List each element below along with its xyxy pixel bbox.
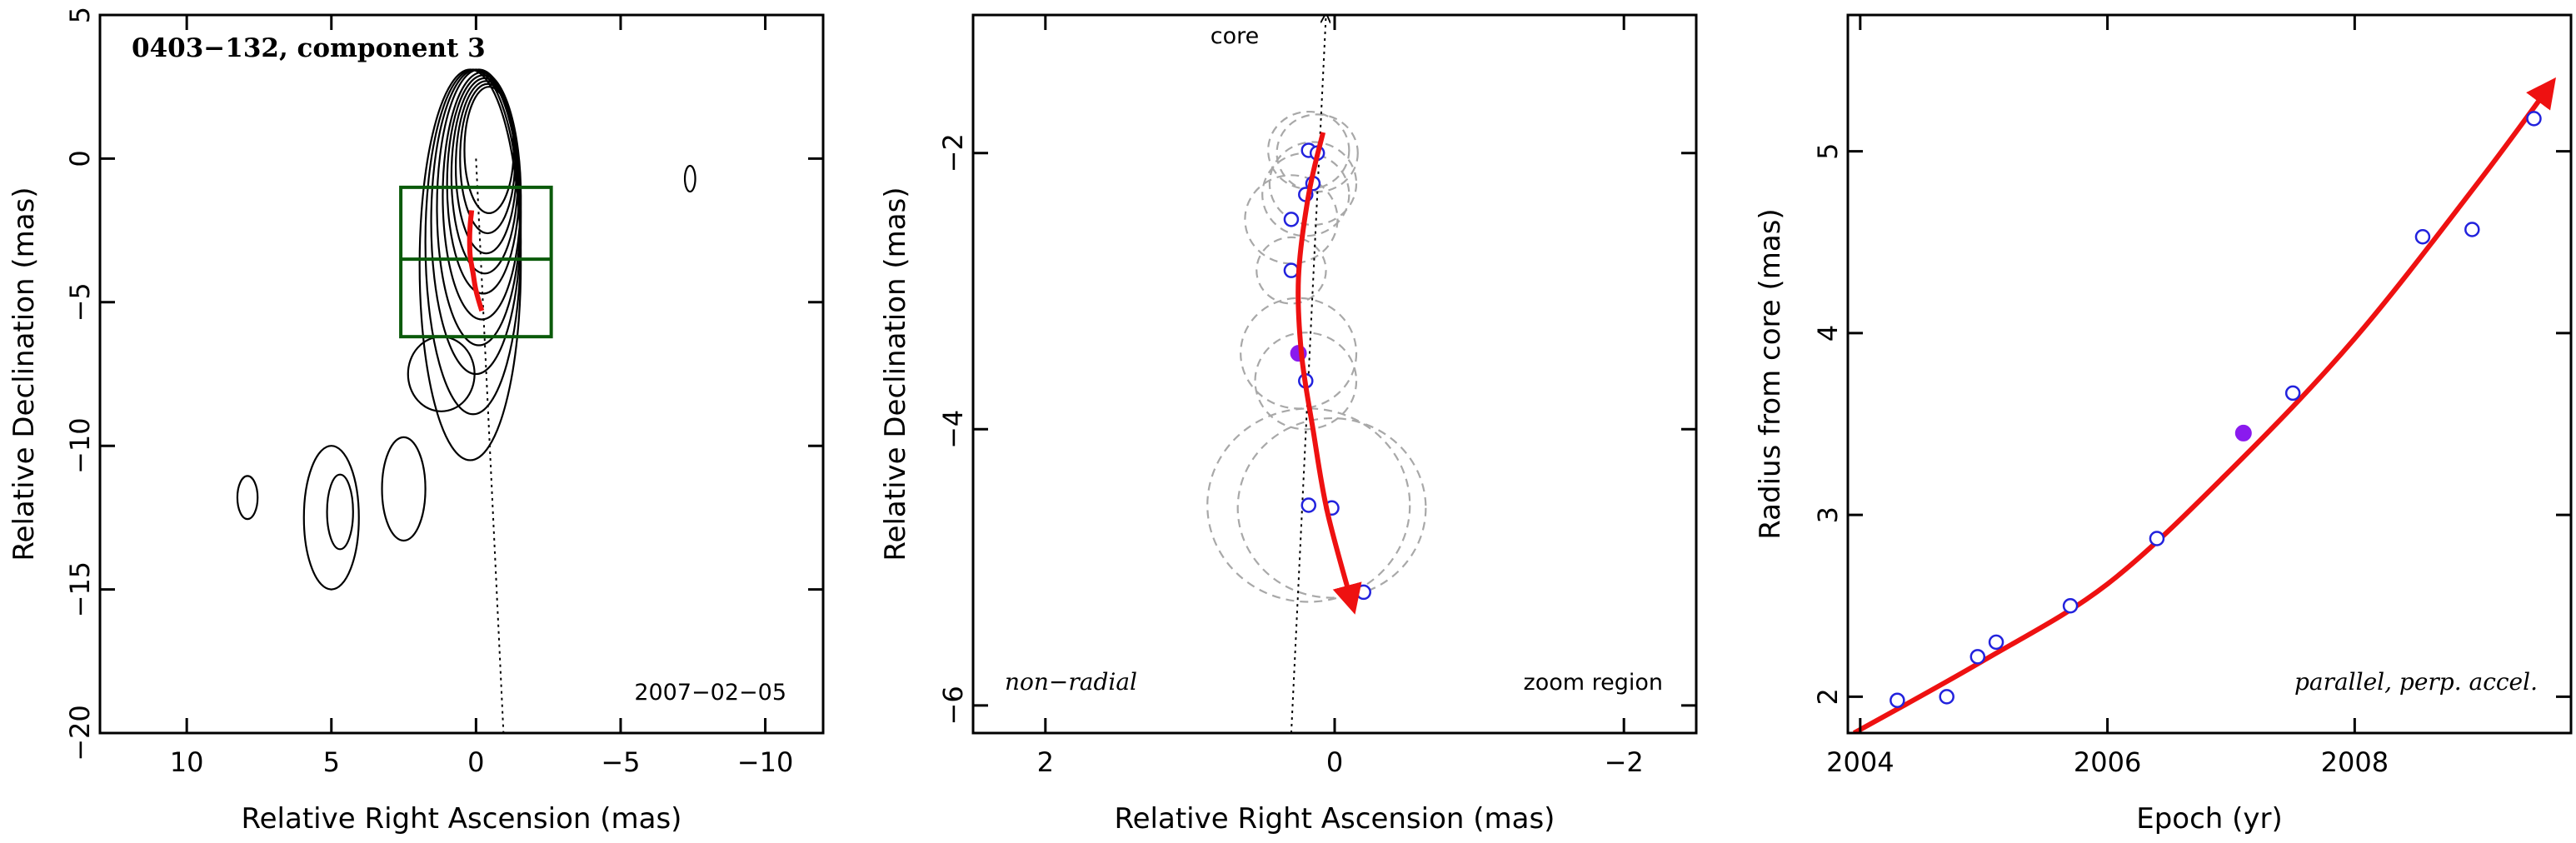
error-circle — [1236, 417, 1427, 599]
panel1-ylabel: Relative Declination (mas) — [7, 187, 41, 561]
panel1-ytick-label: 5 — [64, 7, 96, 23]
radius-point — [1988, 634, 2004, 651]
panel2-xlabel: Relative Right Ascension (mas) — [1115, 802, 1555, 836]
core-label: core — [1211, 23, 1259, 49]
panel1-xtick-label: −5 — [601, 746, 640, 778]
panel1-xtick-label: 10 — [170, 746, 204, 778]
radius-point — [1939, 689, 1954, 705]
radius-point — [2414, 228, 2431, 245]
zoom-box — [399, 185, 553, 339]
panel3-ytick-label: 2 — [1812, 688, 1844, 705]
position-points — [1283, 142, 1371, 601]
panel2-ytick-label: −4 — [937, 410, 969, 449]
contour — [381, 436, 427, 542]
panel1-ytick-label: 0 — [64, 150, 96, 167]
panel1-ytick-label: −15 — [64, 561, 96, 618]
contour — [302, 445, 360, 591]
error-circle — [1256, 236, 1327, 305]
panel2-xtick-label: 2 — [1037, 746, 1054, 778]
position-point — [1283, 262, 1300, 278]
radius-point — [1890, 692, 1905, 708]
panel3-xtick-label: 2004 — [1826, 746, 1894, 778]
annotation-zoom-region: zoom region — [1524, 670, 1663, 696]
panel3-ytick-label: 3 — [1812, 506, 1844, 523]
radius-point — [2062, 597, 2079, 614]
panel3-plot-content — [1852, 77, 2556, 733]
panel3-xlabel: Epoch (yr) — [2136, 802, 2283, 836]
contour — [683, 164, 696, 193]
panel2-ylabel: Relative Declination (mas) — [879, 187, 912, 561]
error-circle — [1268, 141, 1358, 227]
panel-zoom: 2 0 −2 −2 −4 −6 core non−radial zoom region R… — [879, 13, 1698, 836]
fit-curve — [1852, 77, 2556, 733]
panel1-ytick-label: −10 — [64, 417, 96, 474]
panel1-xtick-label: −10 — [737, 746, 794, 778]
radius-point — [2149, 531, 2165, 546]
contour — [326, 473, 354, 551]
panel3-xtick-label: 2006 — [2074, 746, 2141, 778]
radius-point — [2464, 222, 2480, 237]
panel3-xtick-label: 2008 — [2321, 746, 2389, 778]
contour — [236, 475, 259, 521]
position-point — [1355, 584, 1371, 601]
panel1-ytick-label: −20 — [64, 705, 96, 761]
radius-point — [2284, 385, 2301, 402]
panel1-ytick-label: −5 — [64, 282, 96, 322]
highlighted-point — [2234, 424, 2252, 441]
trajectory-arrow — [1295, 132, 1362, 615]
position-point — [1283, 212, 1300, 227]
contour — [430, 68, 522, 376]
panel2-ytick-label: −6 — [937, 686, 969, 725]
radius-point — [2526, 111, 2542, 127]
panel3-ytick-label: 4 — [1812, 325, 1844, 342]
panel1-frame — [98, 13, 825, 735]
error-circle — [1254, 332, 1358, 431]
trajectory-arrow — [467, 210, 485, 312]
core-direction-line — [475, 158, 505, 733]
panel2-xtick-label: 0 — [1326, 746, 1343, 778]
panel3-frame — [1846, 13, 2573, 735]
panel2-frame — [971, 13, 1698, 735]
error-circle — [1240, 297, 1358, 410]
panel2-ytick-label: −2 — [937, 133, 969, 172]
panel3-ylabel: Radius from core (mas) — [1754, 208, 1787, 539]
panel2-plot-content — [1206, 15, 1427, 733]
contour-group — [236, 68, 696, 591]
annotation-non-radial: non−radial — [1005, 668, 1137, 696]
zoom-box-rect — [399, 185, 553, 339]
panel3-ytick-label: 5 — [1812, 142, 1844, 159]
panel1-xtick-label: 0 — [467, 746, 484, 778]
panel2-xtick-label: −2 — [1605, 746, 1644, 778]
panel3-ticks: 2004 2006 2008 2 3 4 5 — [1812, 15, 2571, 778]
panel1-ticks: 10 5 0 −5 −10 5 0 −5 −10 −15 −20 — [64, 7, 823, 778]
panel1-title: 0403−132, component 3 — [132, 33, 486, 63]
panel1-xtick-label: 5 — [323, 746, 340, 778]
panel1-date: 2007−02−05 — [634, 680, 786, 706]
radius-point — [1969, 649, 1986, 665]
annotation-parallel: parallel, perp. accel. — [2294, 668, 2538, 696]
panel1-xlabel: Relative Right Ascension (mas) — [242, 802, 682, 836]
error-circle — [1206, 407, 1411, 603]
radius-points — [1890, 111, 2542, 708]
contour — [418, 68, 522, 461]
contour — [407, 336, 476, 412]
panel2-ticks: 2 0 −2 −2 −4 −6 — [937, 15, 1696, 778]
panel-contour-map: 10 5 0 −5 −10 5 0 −5 −10 −15 −20 0403−132, compone… — [7, 7, 825, 836]
panel1-plot-content — [236, 68, 696, 733]
position-point — [1300, 497, 1317, 513]
